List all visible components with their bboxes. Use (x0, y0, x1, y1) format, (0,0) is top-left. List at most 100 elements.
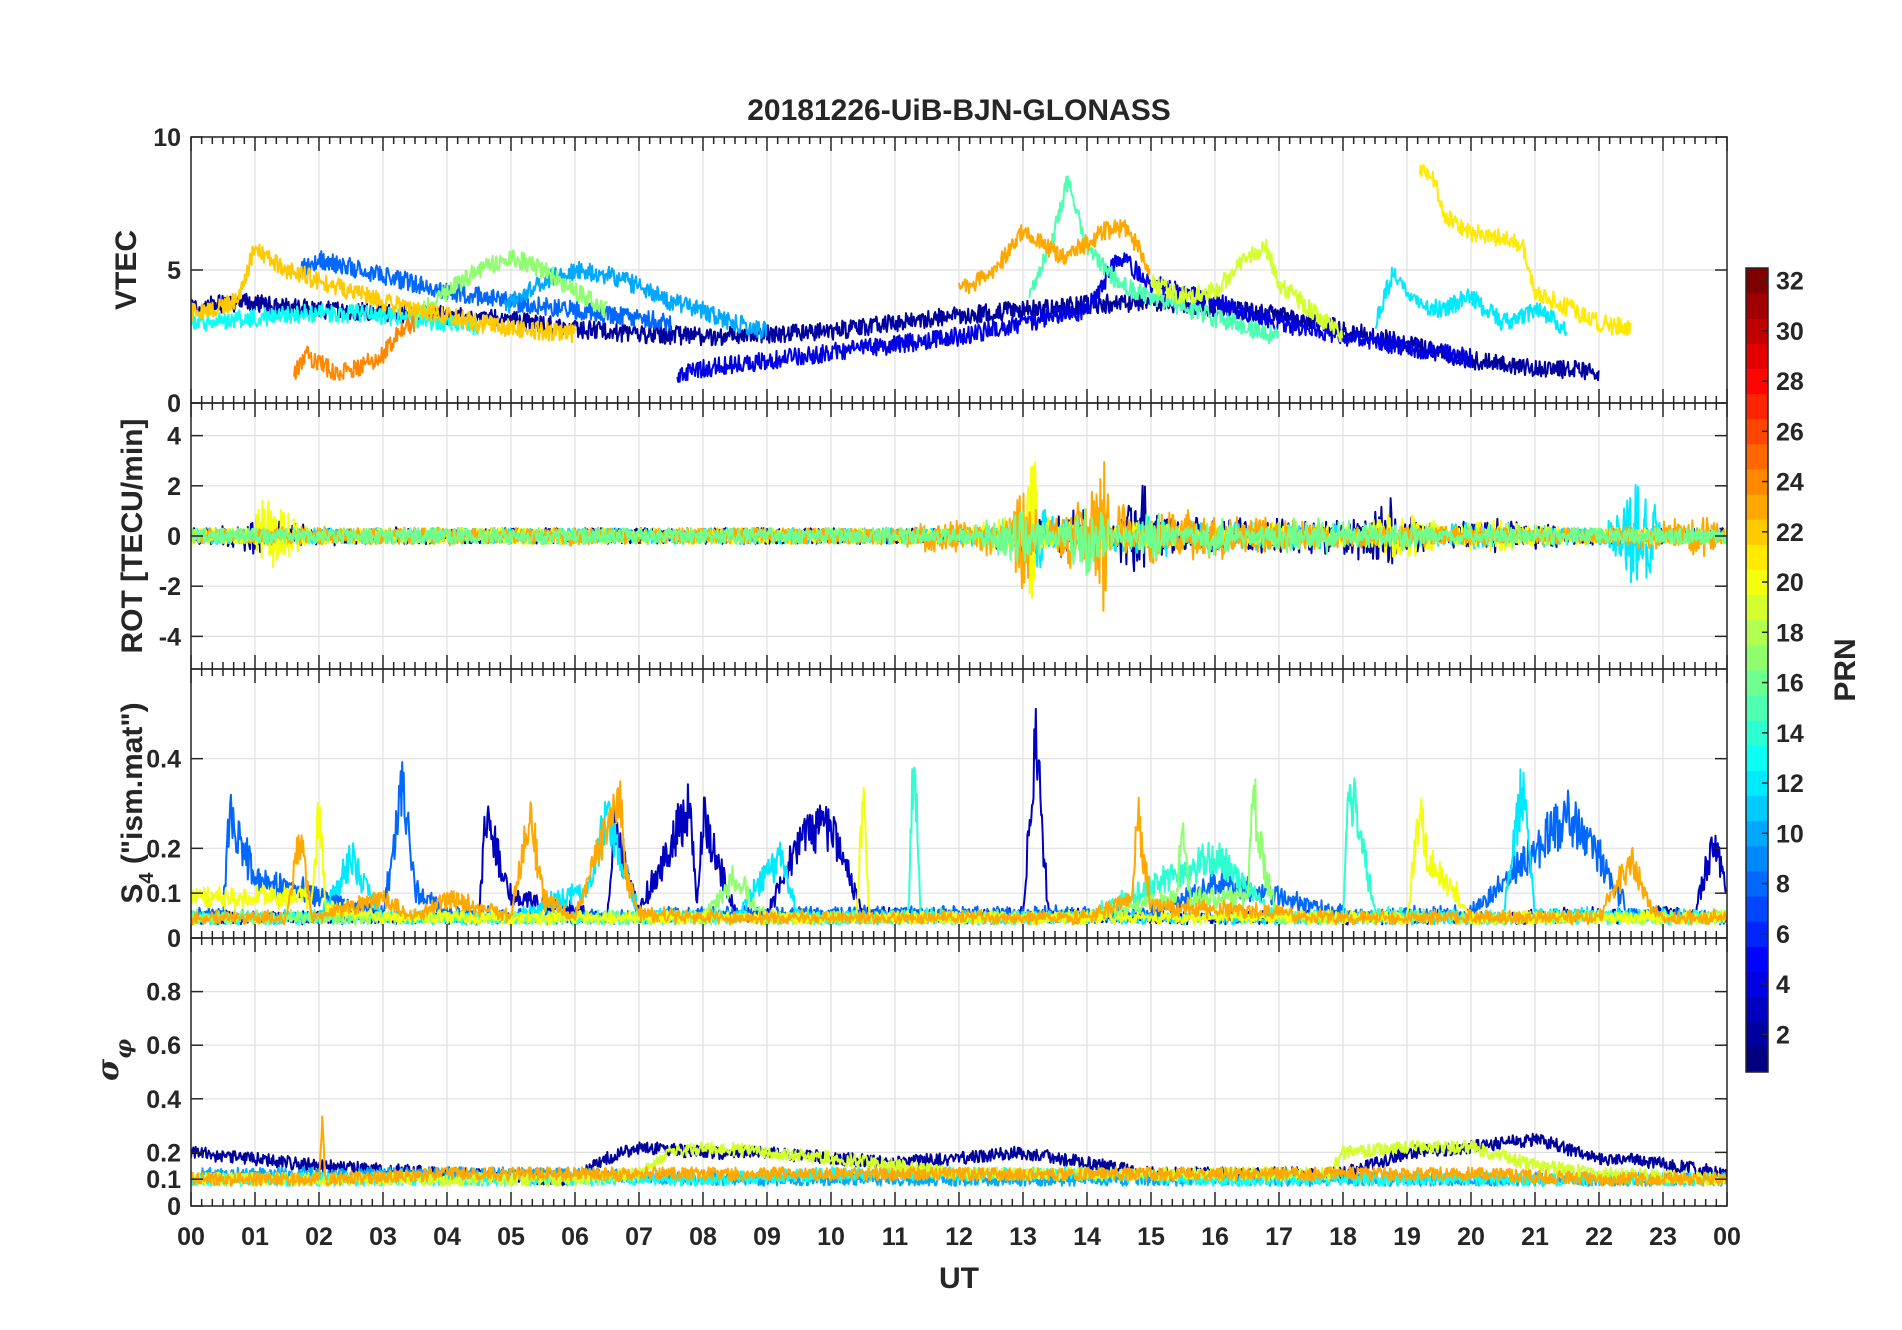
x-axis: 00 01 02 03 04 05 06 07 08 09 10 11 12 13 14 15 16 17 18 19… (177, 1223, 1741, 1251)
series-line-prn-23 (191, 1115, 1727, 1187)
series-line-prn-4 (676, 252, 1472, 383)
x-tick-label: 02 (305, 1223, 333, 1251)
series-line-prn-22 (191, 243, 576, 344)
colorbar-tick-label: 24 (1776, 469, 1804, 497)
colorbar-swatch (1746, 393, 1768, 420)
colorbar-swatch (1746, 1046, 1768, 1073)
colorbar-swatch (1746, 494, 1768, 520)
y-tick-label: 0 (167, 390, 181, 418)
x-tick-label: 10 (817, 1223, 845, 1251)
y-tick-label: 0.1 (146, 1166, 181, 1194)
y-axis-label-sigma-phi: σφ (91, 1039, 137, 1081)
x-tick-label: 18 (1329, 1223, 1357, 1251)
colorbar-swatch (1746, 845, 1768, 872)
x-tick-label: 19 (1393, 1223, 1421, 1251)
x-tick-label: 21 (1521, 1223, 1549, 1251)
y-axis-label-s4-sub: 4 (136, 872, 158, 884)
series-group-3 (191, 1115, 1727, 1187)
y-tick-label: 0.2 (146, 1139, 181, 1167)
x-tick-label: 00 (177, 1223, 205, 1251)
colorbar-label: PRN (1829, 638, 1862, 701)
y-axis-label-sigma-sub: φ (111, 1039, 137, 1059)
colorbar-swatch (1746, 896, 1768, 922)
x-tick-label: 11 (882, 1223, 909, 1251)
grid-3 (190, 938, 1728, 1207)
panel-3: 00.10.2 0.4 0.6 0.8 (146, 937, 1728, 1221)
series-line-prn-24 (292, 315, 416, 381)
colorbar-swatch (1746, 343, 1768, 369)
x-tick-label: 07 (625, 1223, 653, 1251)
series-group-2 (191, 707, 1727, 926)
colorbar-swatch (1746, 695, 1768, 721)
colorbar-swatch (1746, 795, 1768, 822)
colorbar-tick-label: 16 (1776, 670, 1804, 698)
x-tick-label: 05 (497, 1223, 525, 1251)
y-axis-label-sigma-main: σ (91, 1058, 126, 1081)
x-tick-label: 00 (1713, 1223, 1741, 1251)
x-tick-label: 03 (369, 1223, 397, 1251)
y-tick-label: 2 (167, 473, 181, 501)
y-tick-label: 0.4 (146, 746, 181, 774)
colorbar-swatch (1746, 644, 1768, 671)
series-line-prn-12 (1374, 266, 1568, 337)
y-tick-label: 0.4 (146, 1086, 181, 1114)
x-tick-label: 04 (433, 1223, 461, 1251)
series-line-prn-15 (1028, 175, 1280, 345)
ticks-0: 0 5 10 (153, 124, 1728, 418)
x-tick-label: 01 (241, 1223, 269, 1251)
series-group-1 (191, 461, 1727, 612)
series-group-0 (191, 163, 1632, 383)
colorbar-swatch (1746, 996, 1768, 1023)
series-line-prn-8 (191, 761, 1727, 926)
colorbar-tick-label: 18 (1776, 619, 1804, 647)
colorbar-swatch (1746, 971, 1768, 998)
colorbar-tick-label: 20 (1776, 569, 1804, 597)
x-tick-label: 20 (1457, 1223, 1485, 1251)
y-tick-label: 0 (167, 523, 181, 551)
colorbar-swatch (1746, 443, 1768, 470)
y-tick-label: 4 (167, 423, 181, 451)
y-tick-label: 0.2 (146, 835, 181, 863)
series-line-prn-16 (191, 508, 1727, 577)
y-tick-label: 5 (167, 257, 181, 285)
y-tick-label: -4 (159, 623, 181, 651)
colorbar-swatch (1746, 720, 1768, 746)
colorbar-swatch (1746, 619, 1768, 646)
colorbar-tick-label: 10 (1776, 820, 1804, 848)
colorbar-tick-label: 26 (1776, 418, 1804, 446)
x-tick-label: 08 (689, 1223, 717, 1251)
panel-2: 0 0.1 0.2 0.4 (146, 668, 1728, 953)
y-tick-label: 0.8 (146, 979, 181, 1007)
y-axis-label-rot: ROT [TECU/min] (116, 419, 149, 654)
x-tick-label: 22 (1585, 1223, 1613, 1251)
x-tick-label: 14 (1073, 1223, 1101, 1251)
colorbar-swatch (1746, 293, 1768, 319)
x-tick-label: 12 (945, 1223, 973, 1251)
colorbar-swatch (1746, 1021, 1768, 1048)
colorbar-tick-label: 12 (1776, 770, 1804, 798)
colorbar-tick-label: 28 (1776, 368, 1804, 396)
series-line-prn-19 (1150, 238, 1344, 343)
colorbar-tick-label: 22 (1776, 519, 1804, 547)
colorbar-swatch (1746, 871, 1768, 897)
y-tick-label: 10 (153, 124, 181, 152)
panel-0: 0 5 10 (153, 124, 1728, 418)
colorbar-swatch (1746, 946, 1768, 972)
colorbar-swatch (1746, 569, 1768, 596)
series-line-prn-23 (191, 780, 1727, 926)
x-tick-label: 15 (1137, 1223, 1165, 1251)
colorbar-swatch (1746, 745, 1768, 771)
colorbar-tick-label: 14 (1776, 720, 1804, 748)
series-line-prn-23 (958, 219, 1151, 295)
colorbar-tick-label: 32 (1776, 268, 1804, 296)
colorbar-swatch (1746, 318, 1768, 344)
panel-1: -4 -2 0 2 4 (159, 402, 1728, 670)
y-axis-label-s4-main: S (116, 884, 149, 904)
colorbar-swatch (1746, 519, 1768, 545)
series-line-prn-13 (191, 302, 480, 336)
chart-title: 20181226-UiB-BJN-GLONASS (747, 94, 1170, 127)
y-tick-label: 0.6 (146, 1032, 181, 1060)
